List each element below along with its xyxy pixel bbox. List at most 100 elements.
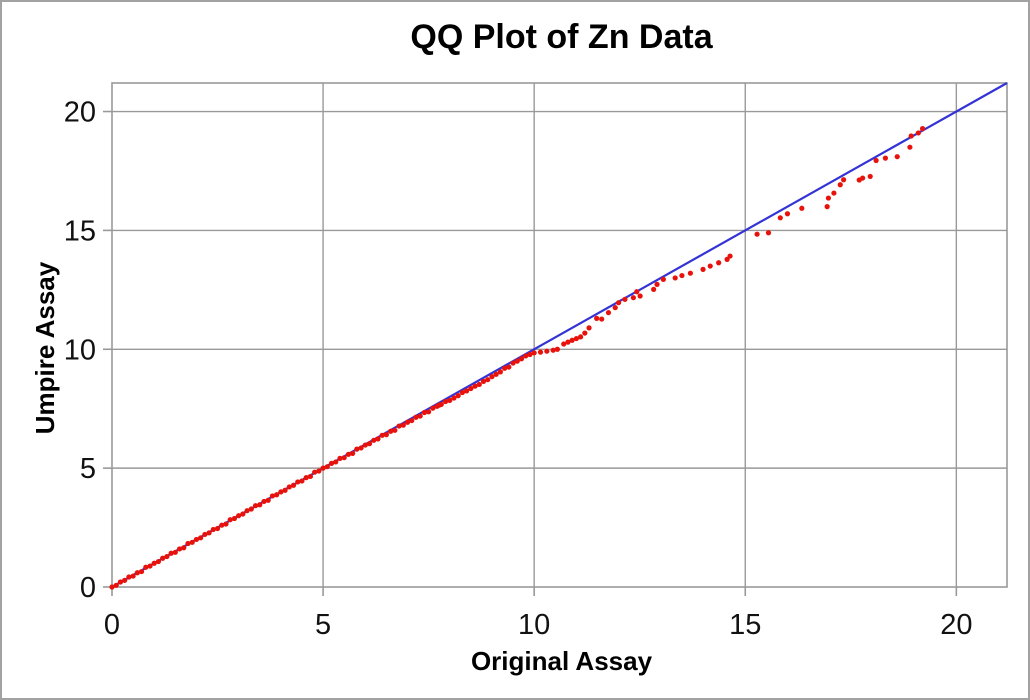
data-point [485,377,491,383]
data-point [472,383,478,389]
data-point [198,535,204,541]
data-point [908,133,914,139]
data-point [727,253,733,259]
data-point [185,540,191,547]
data-point [502,365,508,371]
data-point [561,341,567,347]
data-point [404,419,411,425]
data-point [480,378,487,384]
data-point [831,190,837,196]
data-point [299,478,305,484]
data-point [468,385,474,392]
data-point [476,381,482,388]
data-point [894,154,900,160]
data-point [660,276,666,282]
data-point [554,346,560,352]
data-point [430,405,436,411]
data-point [426,409,432,415]
data-point [825,195,832,201]
data-point [396,423,402,429]
y-tick-label: 10 [64,334,96,366]
data-point [307,473,314,480]
data-point [915,130,921,136]
data-point [510,360,516,366]
data-point [312,469,318,475]
data-point [193,536,200,543]
data-point [155,558,162,565]
data-point [837,182,843,188]
data-point [328,460,335,466]
y-tick-label: 0 [80,572,96,604]
data-point [134,570,140,576]
data-point [206,530,212,536]
data-point [654,281,660,287]
data-point [417,413,423,419]
data-point [236,513,242,519]
data-point [151,560,157,566]
data-point [362,442,368,448]
x-axis-title: Original Assay [470,646,653,676]
data-point [537,349,544,355]
data-point [630,295,636,301]
data-point [214,525,221,532]
data-point [442,398,449,405]
data-point [707,263,713,269]
y-tick-label: 5 [80,453,96,485]
data-point [527,351,533,358]
data-point [341,455,347,461]
data-point [873,157,879,164]
data-point [413,414,419,420]
data-point [303,475,309,481]
data-point [223,521,229,527]
data-point [257,502,263,508]
data-point [350,450,356,456]
data-point [784,211,791,217]
data-point [164,553,170,560]
data-point [113,582,119,588]
data-point [295,479,301,485]
data-point [320,465,326,471]
data-point [286,484,292,490]
data-point [181,545,187,551]
data-point [278,489,284,495]
data-point [240,511,246,517]
data-point [497,369,503,375]
data-point [168,550,174,556]
data-point [672,275,678,281]
data-point [506,364,512,370]
data-point [130,573,136,579]
data-point [316,468,322,474]
data-point [616,300,622,306]
data-point [421,409,428,416]
data-point [544,348,550,354]
x-tick-label: 20 [940,609,972,641]
chart-title: QQ Plot of Zn Data [410,18,713,56]
data-point [333,459,339,465]
data-point [451,395,457,401]
data-point [261,498,267,505]
data-point [493,371,499,377]
data-point [358,445,364,451]
data-point [907,144,913,150]
data-point [147,563,153,569]
data-point [765,230,772,236]
data-point [573,335,579,342]
data-point [366,441,373,447]
data-point [799,205,805,211]
data-point [531,350,537,356]
data-point [518,356,525,362]
data-point [919,126,926,132]
data-point [290,482,297,488]
data-point [189,539,195,545]
data-point [599,316,605,322]
data-point [122,577,128,583]
data-point [371,437,377,443]
data-point [777,215,783,221]
data-point [637,293,643,299]
data-point [392,427,398,433]
data-point [383,432,390,438]
data-point [824,204,830,210]
data-point [345,451,352,457]
